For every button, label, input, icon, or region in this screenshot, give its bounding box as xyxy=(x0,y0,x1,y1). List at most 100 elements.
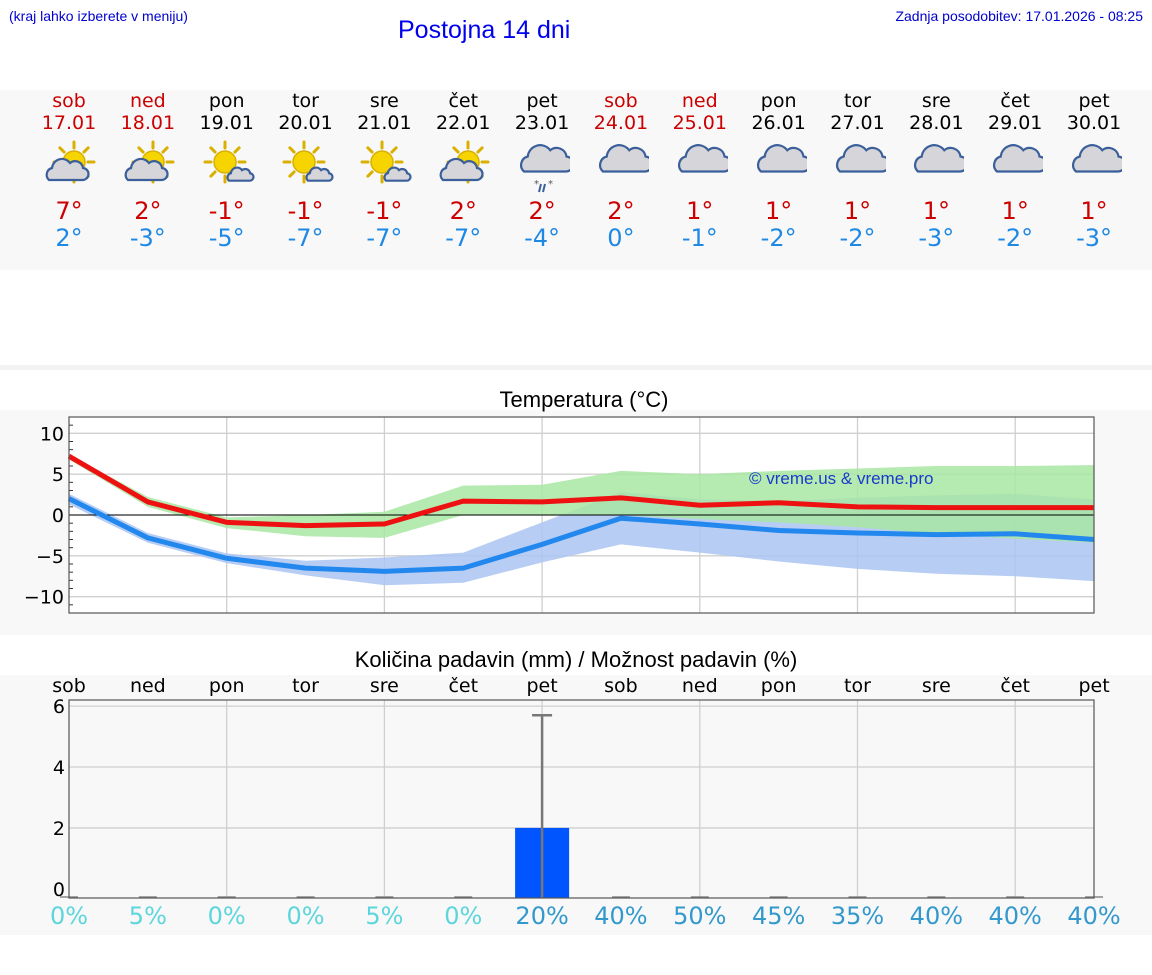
y-tick-label: 0 xyxy=(52,505,64,527)
day-forecast: tor 27.01 1° -2° xyxy=(818,90,898,252)
watermark: © vreme.us & vreme.pro xyxy=(749,469,933,488)
precipitation-chance: 5% xyxy=(128,902,167,930)
sun-cloud-icon xyxy=(423,140,503,194)
plot-area xyxy=(69,700,1094,898)
divider xyxy=(0,365,1152,370)
min-temperature: -4° xyxy=(524,224,561,252)
day-forecast: sre 28.01 1° -3° xyxy=(896,90,976,252)
plot-frame xyxy=(68,416,1095,614)
day-name: sob xyxy=(604,90,638,112)
precipitation-day-label: sre xyxy=(921,675,951,697)
precipitation-day-label: sob xyxy=(604,675,638,697)
sun-small-cloud-icon xyxy=(187,140,267,194)
precipitation-chance: 5% xyxy=(365,902,404,930)
sun-small-cloud-icon xyxy=(266,140,346,194)
sun-cloud-icon xyxy=(29,140,109,194)
cloud-icon xyxy=(896,140,976,194)
day-forecast: pon 19.01 -1° -5° xyxy=(187,90,267,252)
day-date: 20.01 xyxy=(278,112,333,134)
min-temperature: 0° xyxy=(607,224,635,252)
precipitation-day-label: pet xyxy=(1078,675,1110,697)
min-temperature: -2° xyxy=(997,224,1034,252)
precipitation-chance: 35% xyxy=(830,902,885,930)
precipitation-day-label: tor xyxy=(292,675,319,697)
sun-cloud-icon xyxy=(108,140,188,194)
day-forecast: pet 23.01 * * 2° -4° xyxy=(502,90,582,252)
y-tick-label: 10 xyxy=(40,423,64,445)
precipitation-day-label: sre xyxy=(369,675,399,697)
y-tick-label: −5 xyxy=(36,546,64,568)
day-name: pon xyxy=(760,90,797,112)
min-temperature: 2° xyxy=(55,224,83,252)
day-name: sob xyxy=(52,90,86,112)
day-date: 18.01 xyxy=(120,112,176,134)
last-update-note: Zadnja posodobitev: 17.01.2026 - 08:25 xyxy=(895,8,1143,24)
precipitation-day-label: pon xyxy=(208,675,245,697)
y-tick-label: 6 xyxy=(53,696,65,718)
max-temperature: 7° xyxy=(55,197,83,225)
precipitation-day-label: ned xyxy=(681,675,718,697)
max-temperature: 1° xyxy=(1001,197,1029,225)
day-forecast: ned 18.01 2° -3° xyxy=(108,90,188,252)
day-name: tor xyxy=(292,90,319,112)
page-title: Postojna 14 dni xyxy=(398,16,571,44)
svg-text:*: * xyxy=(534,179,539,190)
day-date: 25.01 xyxy=(672,112,727,134)
max-temperature: 1° xyxy=(843,197,872,225)
day-forecast: sob 24.01 2° 0° xyxy=(581,90,661,252)
max-temperature: 2° xyxy=(607,197,635,225)
y-tick-label: 2 xyxy=(53,818,65,840)
day-forecast: pon 26.01 1° -2° xyxy=(739,90,819,252)
precipitation-day-label: tor xyxy=(844,675,871,697)
day-forecast: pet 30.01 1° -3° xyxy=(1054,90,1134,252)
min-temperature: -2° xyxy=(760,224,797,252)
forecast-panel xyxy=(0,90,1152,270)
max-temperature-line xyxy=(67,454,1095,529)
day-forecast: ned 25.01 1° -1° xyxy=(660,90,740,252)
y-tick-label: 5 xyxy=(52,464,64,486)
day-date: 22.01 xyxy=(436,112,491,134)
cloud-icon xyxy=(660,140,740,194)
max-temperature: -1° xyxy=(366,197,403,225)
y-tick-label: −10 xyxy=(24,587,64,609)
precipitation-day-label: ned xyxy=(129,675,166,697)
day-name: pet xyxy=(526,90,558,112)
max-temperature: 1° xyxy=(765,197,793,225)
precipitation-chart-title: Količina padavin (mm) / Možnost padavin … xyxy=(354,647,798,672)
cloud-icon xyxy=(1054,140,1134,194)
day-date: 27.01 xyxy=(830,112,885,134)
max-temperature: 2° xyxy=(449,197,477,225)
max-temperature: -1° xyxy=(287,197,324,225)
min-temperature: -5° xyxy=(208,224,245,252)
precipitation-day-label: sob xyxy=(52,675,86,697)
max-temperature: 2° xyxy=(528,197,556,225)
min-temperature-line xyxy=(67,496,1095,574)
sun-small-cloud-icon xyxy=(344,140,424,194)
day-forecast: čet 29.01 1° -2° xyxy=(975,90,1055,252)
location-menu-hint: (kraj lahko izberete v meniju) xyxy=(9,8,188,24)
precipitation-chance: 40% xyxy=(988,902,1042,930)
min-temperature: -3° xyxy=(1076,224,1113,252)
min-temperature: -3° xyxy=(129,224,166,252)
cloud-sleet-icon: * * xyxy=(502,140,582,194)
day-name: čet xyxy=(1000,90,1030,112)
min-temperature: -1° xyxy=(681,224,718,252)
day-date: 26.01 xyxy=(751,112,806,134)
precipitation-day-label: čet xyxy=(448,675,479,697)
temperature-chart-title: Temperatura (°C) xyxy=(499,387,669,412)
day-name: ned xyxy=(129,90,166,112)
day-date: 28.01 xyxy=(909,112,964,134)
precipitation-chance: 20% xyxy=(515,902,569,930)
max-temperature: 1° xyxy=(686,197,714,225)
precipitation-chance: 0% xyxy=(286,902,325,930)
precipitation-chance: 45% xyxy=(751,902,806,930)
min-temperature: -2° xyxy=(839,224,876,252)
precipitation-day-label: pet xyxy=(526,675,558,697)
temperature-chart: 10 5 0 −5 −10 © vreme.us & vreme.pro xyxy=(24,416,1095,614)
plot-frame xyxy=(68,699,1095,899)
day-name: pon xyxy=(208,90,245,112)
day-date: 23.01 xyxy=(514,112,570,134)
min-temperature: -7° xyxy=(445,224,482,252)
precipitation-chance: 50% xyxy=(673,902,727,930)
precipitation-day-label: čet xyxy=(1000,675,1030,697)
